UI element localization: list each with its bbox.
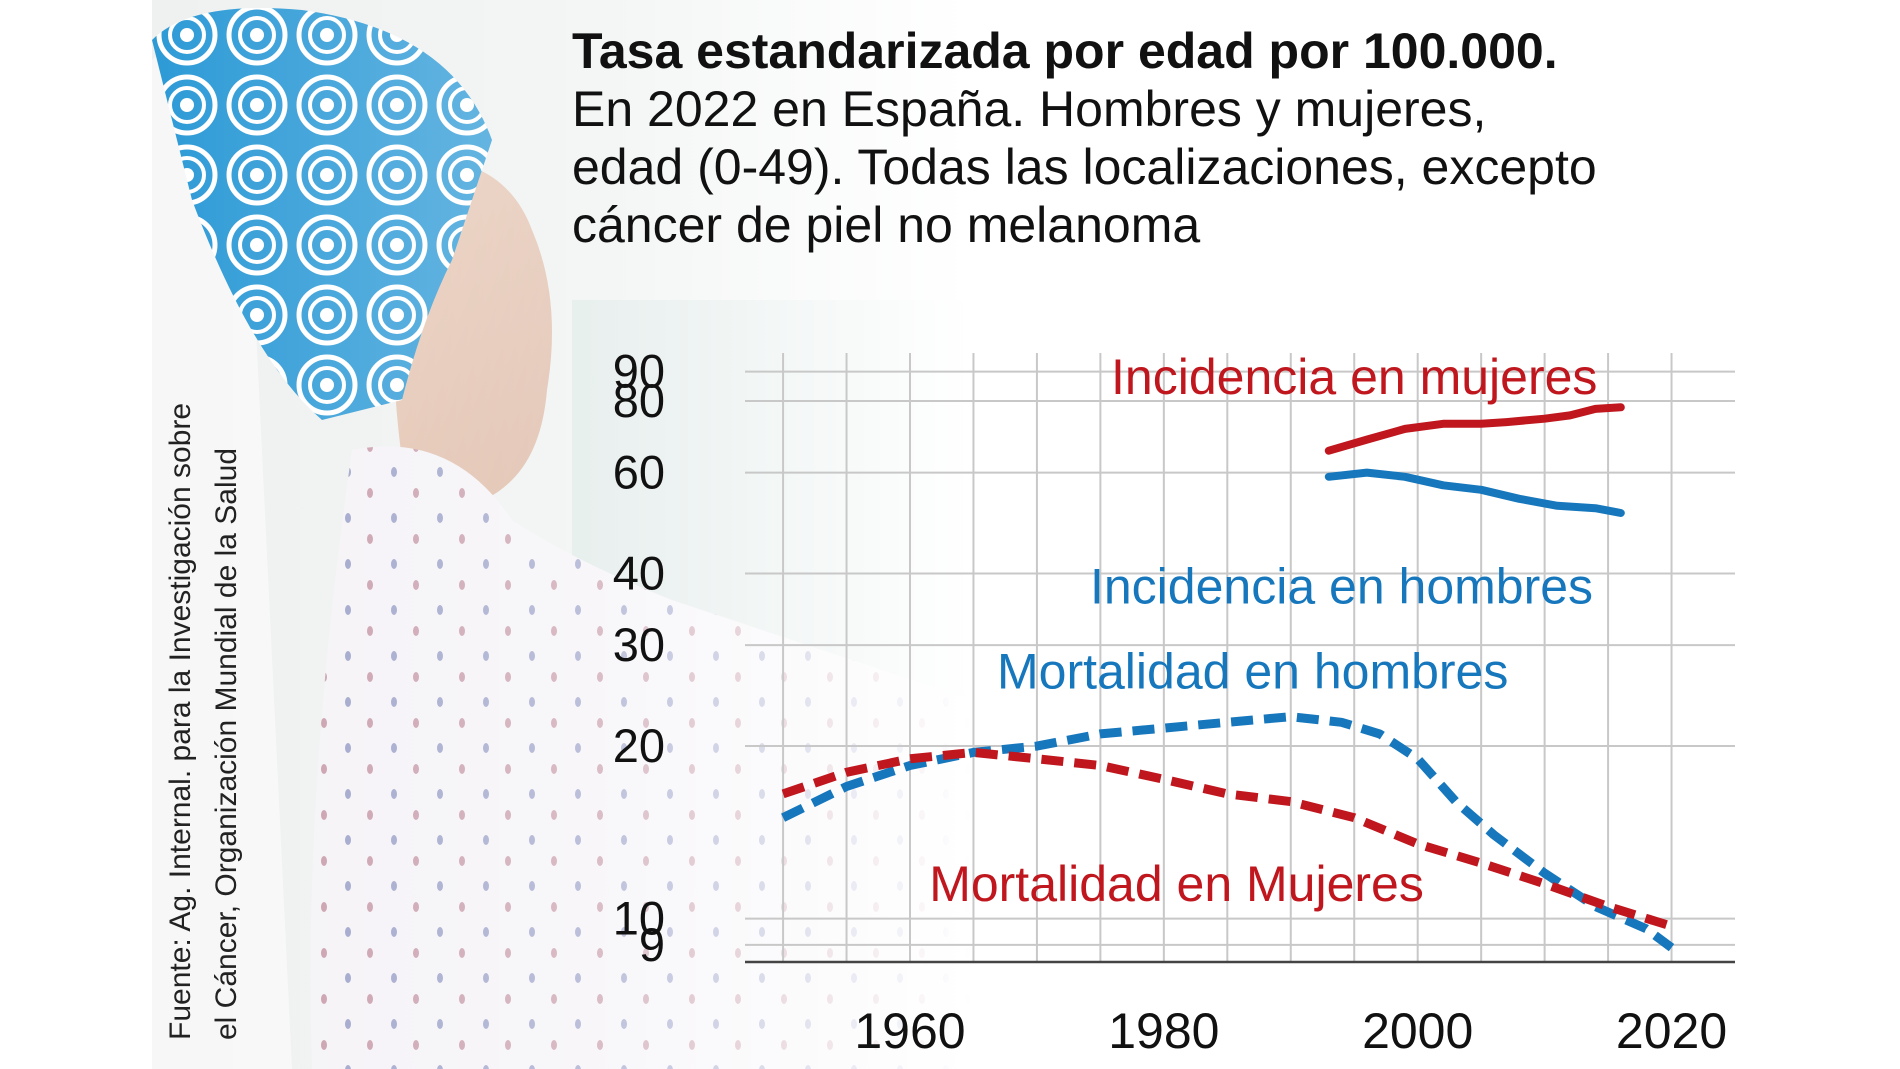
series-line-4 [781, 747, 1673, 931]
x-tick-label: 2000 [1362, 1003, 1473, 1059]
y-tick-label: 9 [639, 918, 665, 971]
x-tick-label: 1960 [854, 1003, 965, 1059]
chart-subtitle: En 2022 en España. Hombres y mujeres, ed… [572, 81, 1597, 253]
x-tick-label: 2020 [1616, 1003, 1727, 1059]
title-block: Tasa estandarizada por edad por 100.000.… [572, 22, 1792, 254]
source-note: Fuente: Ag. Internal. para la Investigac… [164, 402, 243, 1040]
x-tick-label: 1980 [1108, 1003, 1219, 1059]
y-tick-label: 20 [613, 719, 665, 772]
y-tick-label: 40 [613, 547, 665, 600]
y-tick-label: 80 [613, 374, 665, 427]
y-tick-label: 90 [613, 345, 665, 398]
series-line-2 [1324, 468, 1625, 517]
series-label: Incidencia en mujeres [1111, 349, 1597, 405]
series-label: Mortalidad en Mujeres [929, 856, 1424, 912]
y-tick-label: 10 [613, 892, 665, 945]
chart-title: Tasa estandarizada por edad por 100.000. [572, 23, 1558, 79]
y-tick-label: 30 [613, 618, 665, 671]
series-line-1 [1324, 403, 1625, 455]
background-photo [152, 0, 972, 1069]
patient-photo-illustration [152, 0, 972, 1069]
y-tick-label: 60 [613, 446, 665, 499]
series-label: Mortalidad en hombres [997, 643, 1508, 699]
series-line-3 [781, 712, 1675, 952]
series-label: Incidencia en hombres [1090, 558, 1593, 614]
